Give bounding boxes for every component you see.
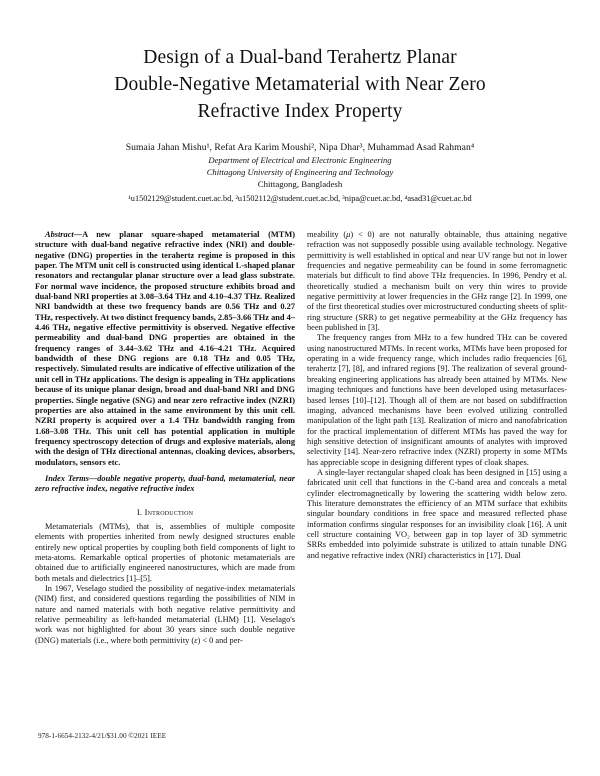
left-paragraph-1: Metamaterials (MTMs), that is, assemblie…	[35, 521, 295, 583]
title-block: Design of a Dual-band Terahertz Planar D…	[0, 0, 600, 205]
body-columns: Abstract—A new planar square-shaped meta…	[35, 230, 567, 646]
index-terms-text: double negative property, dual-band, met…	[35, 473, 295, 494]
right-paragraph-2: The frequency ranges from MHz to a few h…	[307, 333, 567, 467]
title-line-3: Refractive Index Property	[197, 101, 403, 122]
left-paragraph-2: In 1967, Veselago studied the possibilit…	[35, 584, 295, 646]
author-emails: ¹u1502129@student.cuet.ac.bd, ²u1502112@…	[128, 194, 472, 203]
affiliation-department: Department of Electrical and Electronic …	[208, 155, 392, 165]
epsilon-symbol: ε	[194, 635, 198, 645]
right-paragraph-3: A single-layer rectangular shaped cloak …	[307, 467, 567, 560]
index-terms-paragraph: Index Terms—double negative property, du…	[35, 474, 295, 495]
column-right: meability (μ) < 0) are not naturally obt…	[307, 230, 567, 646]
abstract-label: Abstract—	[45, 230, 83, 239]
copyright-footer: 978-1-6654-2132-4/21/$31.00 ©2021 IEEE	[38, 732, 167, 740]
right-paragraph-1-part-b: ) < 0) are not naturally obtainable, thu…	[307, 230, 567, 333]
author-names: Sumaia Jahan Mishu¹, Refat Ara Karim Mou…	[125, 142, 475, 153]
title-line-1: Design of a Dual-band Terahertz Planar	[143, 47, 457, 68]
index-terms-label: Index Terms—	[45, 473, 98, 483]
section-heading-introduction: I. Introduction	[136, 506, 194, 517]
affiliation-university: Chittagong University of Engineering and…	[206, 167, 394, 177]
right-paragraph-1: meability (μ) < 0) are not naturally obt…	[307, 230, 567, 333]
left-paragraph-2-part-a: In 1967, Veselago studied the possibilit…	[35, 584, 295, 645]
page-title: Design of a Dual-band Terahertz Planar D…	[58, 44, 542, 125]
affiliation-city: Chittagong, Bangladesh	[257, 179, 343, 189]
left-paragraph-2-part-b: ) < 0 and per-	[197, 635, 243, 645]
column-left: Abstract—A new planar square-shaped meta…	[35, 230, 295, 646]
authors-block: Sumaia Jahan Mishu¹, Refat Ara Karim Mou…	[58, 141, 542, 205]
abstract-paragraph: Abstract—A new planar square-shaped meta…	[35, 230, 295, 468]
abstract-text: A new planar square-shaped metamaterial …	[35, 230, 295, 467]
mu-symbol: μ	[346, 230, 351, 239]
right-paragraph-1-part-a: meability (	[307, 230, 347, 239]
title-line-2: Double-Negative Metamaterial with Near Z…	[114, 74, 486, 95]
